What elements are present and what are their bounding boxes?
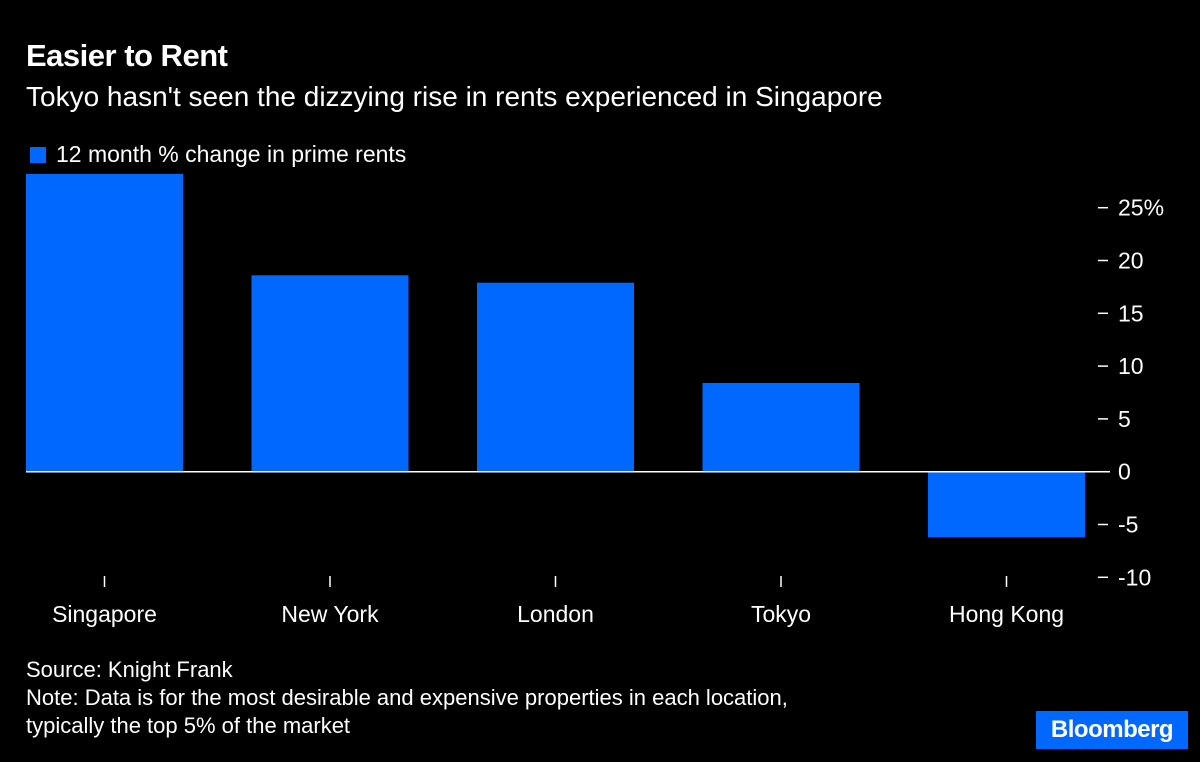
bloomberg-logo: Bloomberg: [1036, 711, 1188, 749]
bar-chart: Singapore New York London Tokyo Hong Kong 25%…: [26, 173, 1164, 627]
x-tick-label: London: [517, 601, 594, 627]
chart-subtitle: Tokyo hasn't seen the dizzying rise in r…: [26, 81, 883, 112]
x-tick-label: New York: [281, 601, 379, 627]
y-tick-label: 10: [1118, 353, 1144, 379]
y-tick-label: 0: [1118, 459, 1131, 485]
bar-hong-kong: [928, 471, 1085, 538]
bar-tokyo: [702, 382, 860, 472]
bar-new-york: [251, 275, 409, 472]
bar-london: [477, 282, 634, 472]
y-tick-label: -10: [1118, 564, 1151, 590]
y-tick-label: -5: [1118, 512, 1138, 538]
x-tick-label: Tokyo: [751, 601, 811, 627]
y-tick-label: 20: [1118, 248, 1144, 274]
x-tick-label: Singapore: [52, 601, 157, 627]
legend: 12 month % change in prime rents: [30, 141, 406, 168]
legend-swatch: [30, 146, 46, 163]
bar-singapore: [26, 173, 183, 472]
source-note: Source: Knight Frank: [26, 657, 233, 682]
chart-title: Easier to Rent: [26, 38, 228, 73]
x-tick-label: Hong Kong: [949, 601, 1064, 627]
y-tick-label: 25%: [1118, 195, 1164, 221]
y-tick-label: 5: [1118, 406, 1131, 432]
y-tick-label: 15: [1118, 300, 1144, 326]
note-line-2: typically the top 5% of the market: [26, 713, 351, 738]
note-line-1: Note: Data is for the most desirable and…: [26, 685, 788, 710]
legend-label: 12 month % change in prime rents: [56, 141, 407, 167]
